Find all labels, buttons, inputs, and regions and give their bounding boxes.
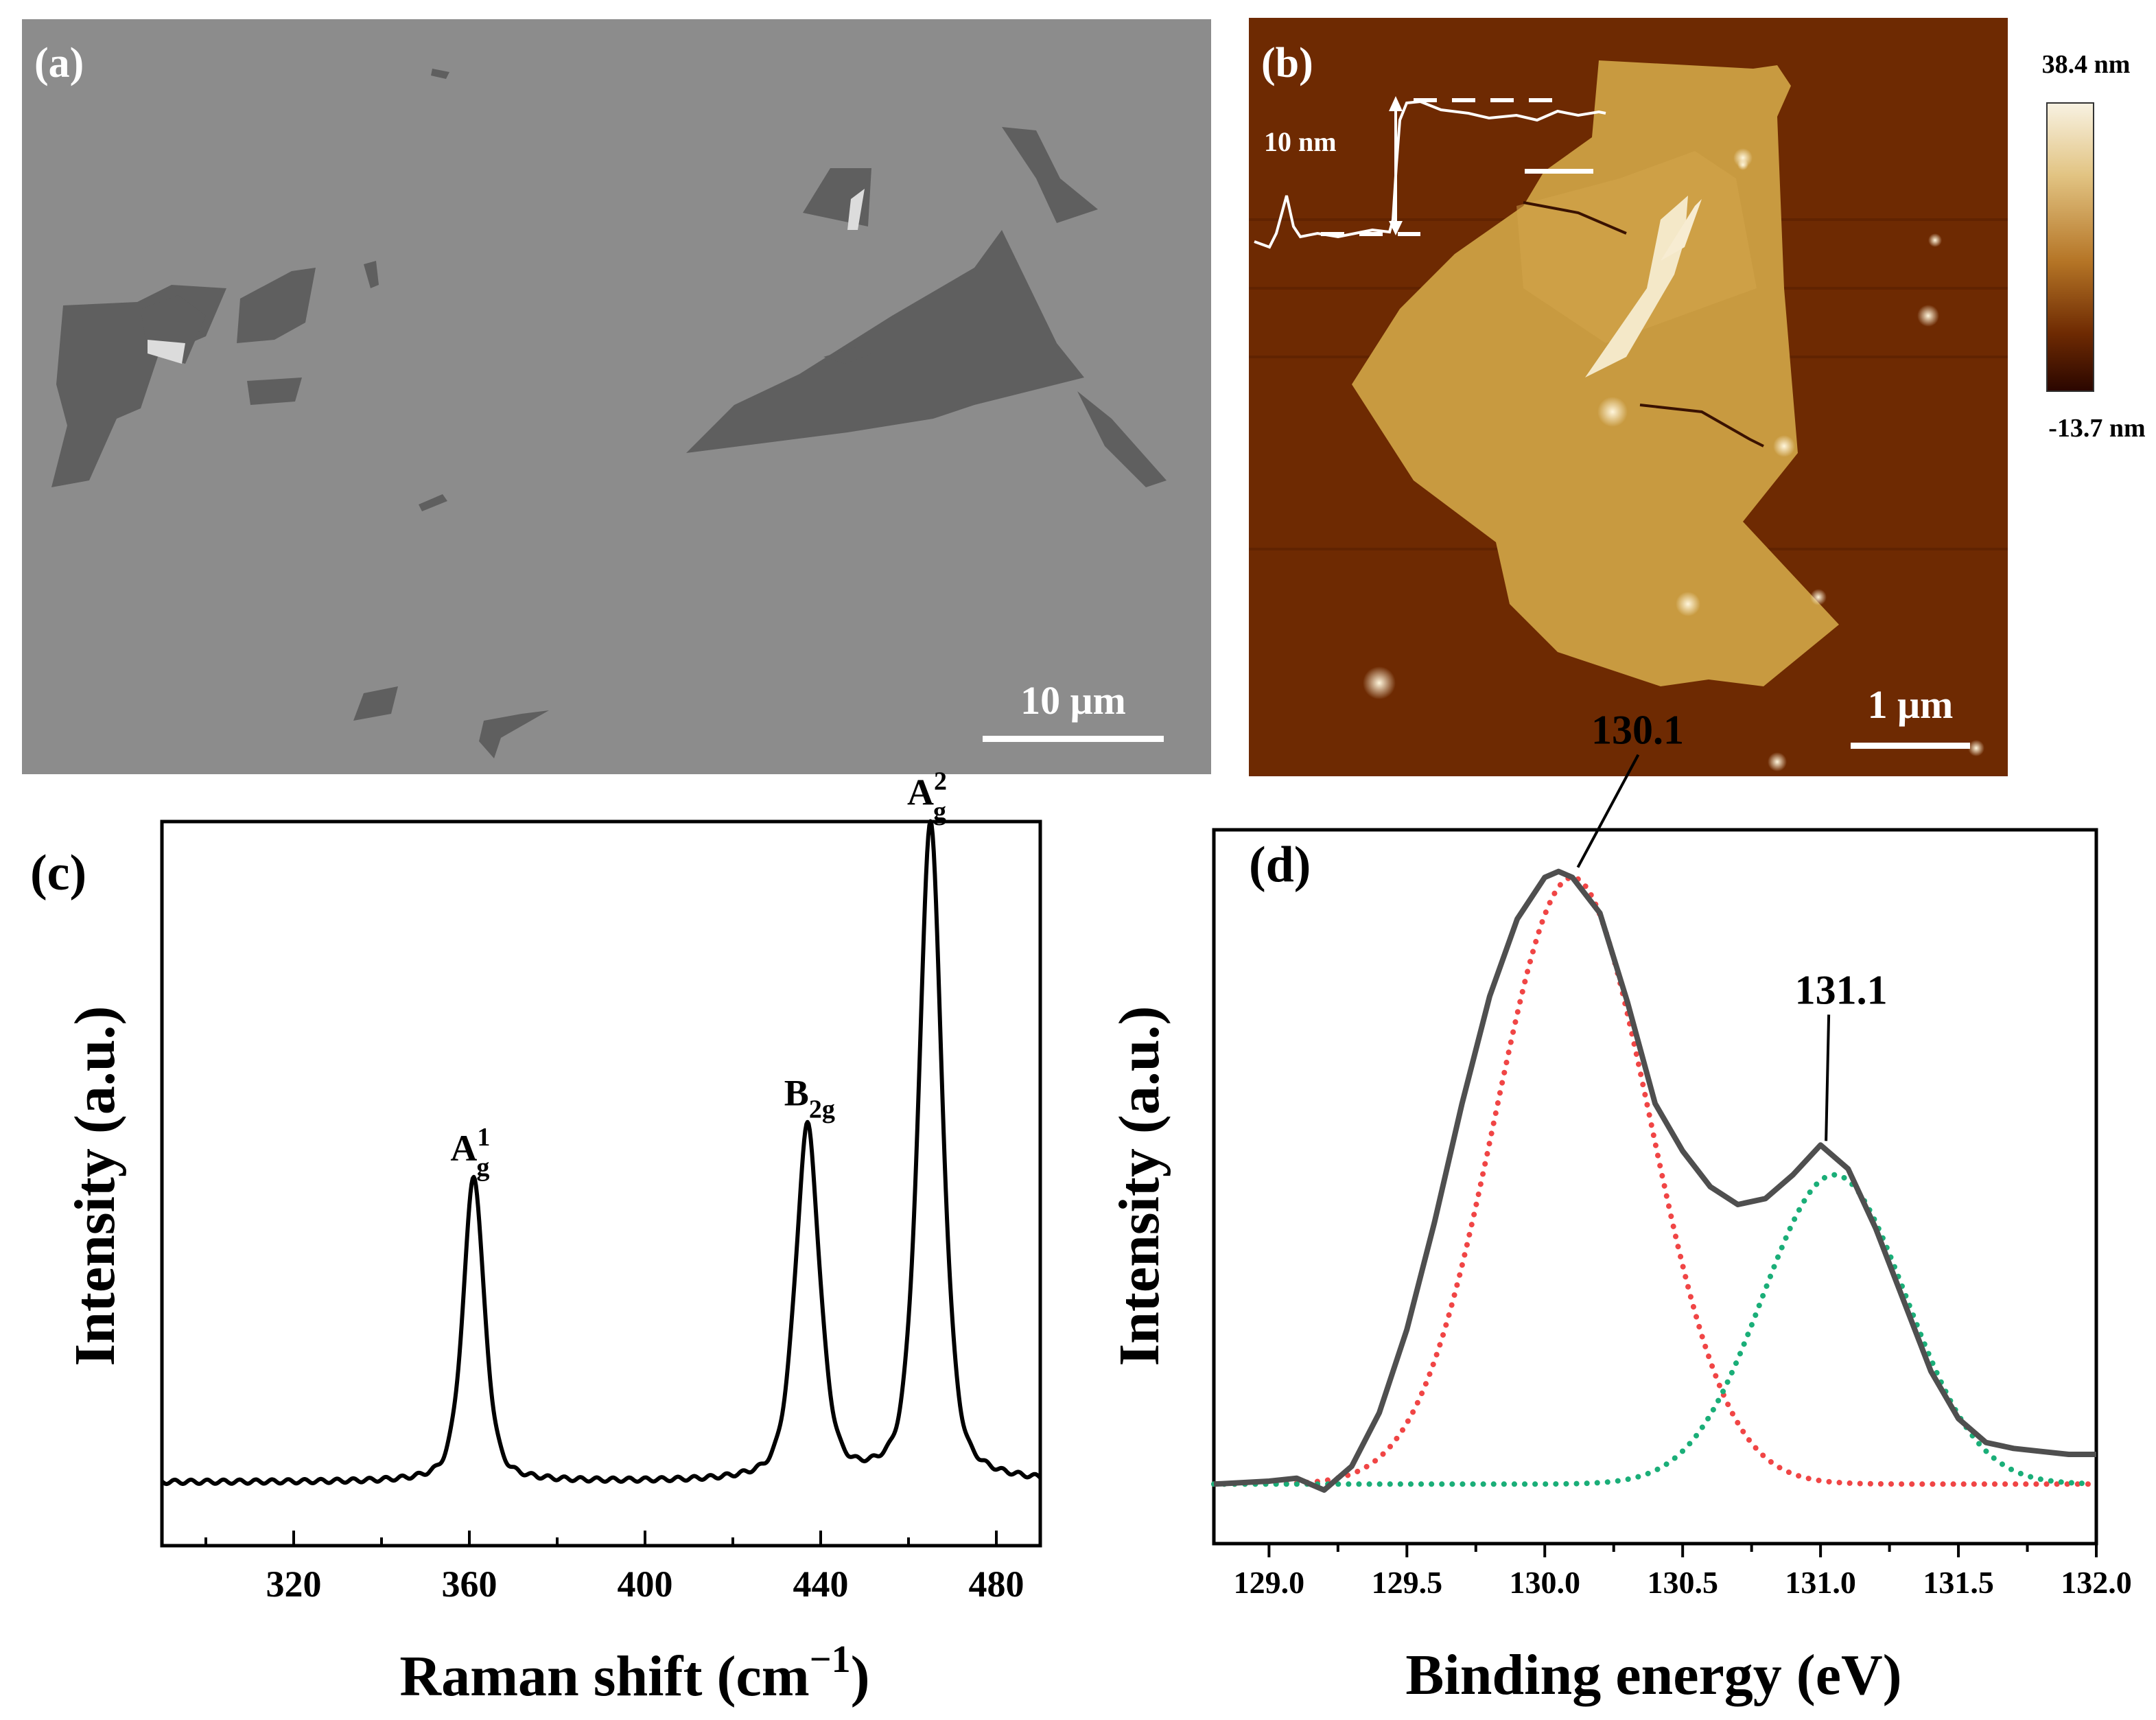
panel-c-raman-chart: (c) 320 360 400 440 480 A1 g B2g A2 g Raman shif… [30, 767, 1042, 1708]
xps-x-tick-label: 131.0 [1785, 1565, 1856, 1600]
step-height-label: 10 nm [1264, 126, 1337, 157]
afm-bright-ridge-2 [1661, 199, 1702, 261]
raman-x-tick-label: 480 [969, 1564, 1024, 1605]
afm-bright-ridge [1585, 196, 1688, 377]
xps-x-tick-label: 129.0 [1234, 1565, 1305, 1600]
sem-scale-bar [983, 736, 1164, 742]
xps-peak-annotation: 131.1 [1795, 967, 1888, 1012]
raman-x-axis-label-superscript: −1 [810, 1638, 851, 1681]
raman-y-axis-label: Intensity (a.u.) [63, 1006, 127, 1366]
xps-x-axis-label: Binding energy (eV) [1405, 1643, 1901, 1707]
xps-annotations: 130.1 131.1 [1576, 708, 1888, 1141]
raman-peak-labels: A1 g B2g A2 g [450, 767, 947, 1181]
xps-y-axis-label: Intensity (a.u.) [1108, 1006, 1171, 1366]
sem-background [22, 19, 1211, 774]
afm-flake-shade [1516, 151, 1757, 343]
afm-colorbar [2046, 102, 2094, 392]
sem-flake-edges [148, 189, 865, 364]
panel-a-label: (a) [34, 40, 84, 86]
sem-scale-bar-label: 10 μm [1020, 678, 1126, 723]
raman-peak-label: A1 g [450, 1123, 490, 1182]
colorbar-max-label: 38.4 nm [2042, 50, 2131, 79]
afm-scale-bar [1851, 743, 1970, 749]
raman-x-axis-label: Raman shift (cm−1) [399, 1638, 869, 1708]
raman-x-tick-label: 440 [793, 1564, 849, 1605]
xps-peak-annotation: 130.1 [1591, 708, 1684, 753]
xps-annotation-leader [1825, 1014, 1831, 1141]
raman-x-tick-label: 320 [266, 1564, 322, 1605]
xps-fit-peak-131-1 [1211, 1172, 2085, 1487]
afm-scale-bar-label: 1 μm [1868, 682, 1954, 727]
panel-a-sem-image: (a) 10 μm [22, 19, 1211, 774]
raman-x-ticks: 320 360 400 440 480 [204, 1531, 1024, 1605]
panel-b-afm-image: (b) 10 nm 1 μm 38.4 nm -13.7 nm [1249, 18, 2146, 776]
xps-x-tick-label: 129.5 [1372, 1565, 1443, 1600]
panel-d-label: (d) [1249, 837, 1311, 893]
xps-plot-frame [1212, 828, 2098, 1546]
raman-peak-label: A2 g [907, 767, 947, 826]
raman-x-axis-label-close: ) [851, 1645, 870, 1708]
xps-x-tick-label: 130.5 [1647, 1565, 1718, 1600]
panel-c-label: (c) [30, 845, 86, 901]
xps-x-ticks: 129.0 129.5 130.0 130.5 131.0 131.5 132.0 [1234, 1544, 2132, 1600]
raman-x-tick-label: 360 [442, 1564, 497, 1605]
raman-x-tick-label: 400 [618, 1564, 673, 1605]
raman-plot-frame [160, 820, 1042, 1548]
afm-crack [1523, 201, 1627, 235]
colorbar-min-label: -13.7 nm [2048, 414, 2145, 443]
step-arrowhead-up [1389, 96, 1403, 111]
afm-crack-2 [1639, 404, 1764, 448]
xps-x-tick-label: 131.5 [1923, 1565, 1994, 1600]
panel-b-label: (b) [1261, 40, 1313, 86]
raman-peak-label: B2g [784, 1073, 835, 1124]
panel-d-xps-chart: (d) 129.0 129.5 130.0 130.5 131.0 131.5 132.0 … [1108, 708, 2132, 1707]
xps-annotation-leader [1576, 754, 1640, 868]
raman-x-axis-label-text: Raman shift (cm [399, 1645, 809, 1708]
sem-flakes [51, 69, 1167, 758]
step-arrowhead-down [1389, 221, 1403, 235]
raman-spectrum-line [161, 819, 1042, 1487]
xps-envelope-line [1213, 868, 2096, 1493]
xps-x-tick-label: 132.0 [2061, 1565, 2132, 1600]
afm-particles [1363, 148, 1984, 771]
xps-x-tick-label: 130.0 [1510, 1565, 1581, 1600]
xps-fit-peak-130-1 [1211, 874, 2099, 1487]
profile-scale-bar [1525, 169, 1593, 174]
afm-height-profile-inset [1254, 96, 1606, 249]
